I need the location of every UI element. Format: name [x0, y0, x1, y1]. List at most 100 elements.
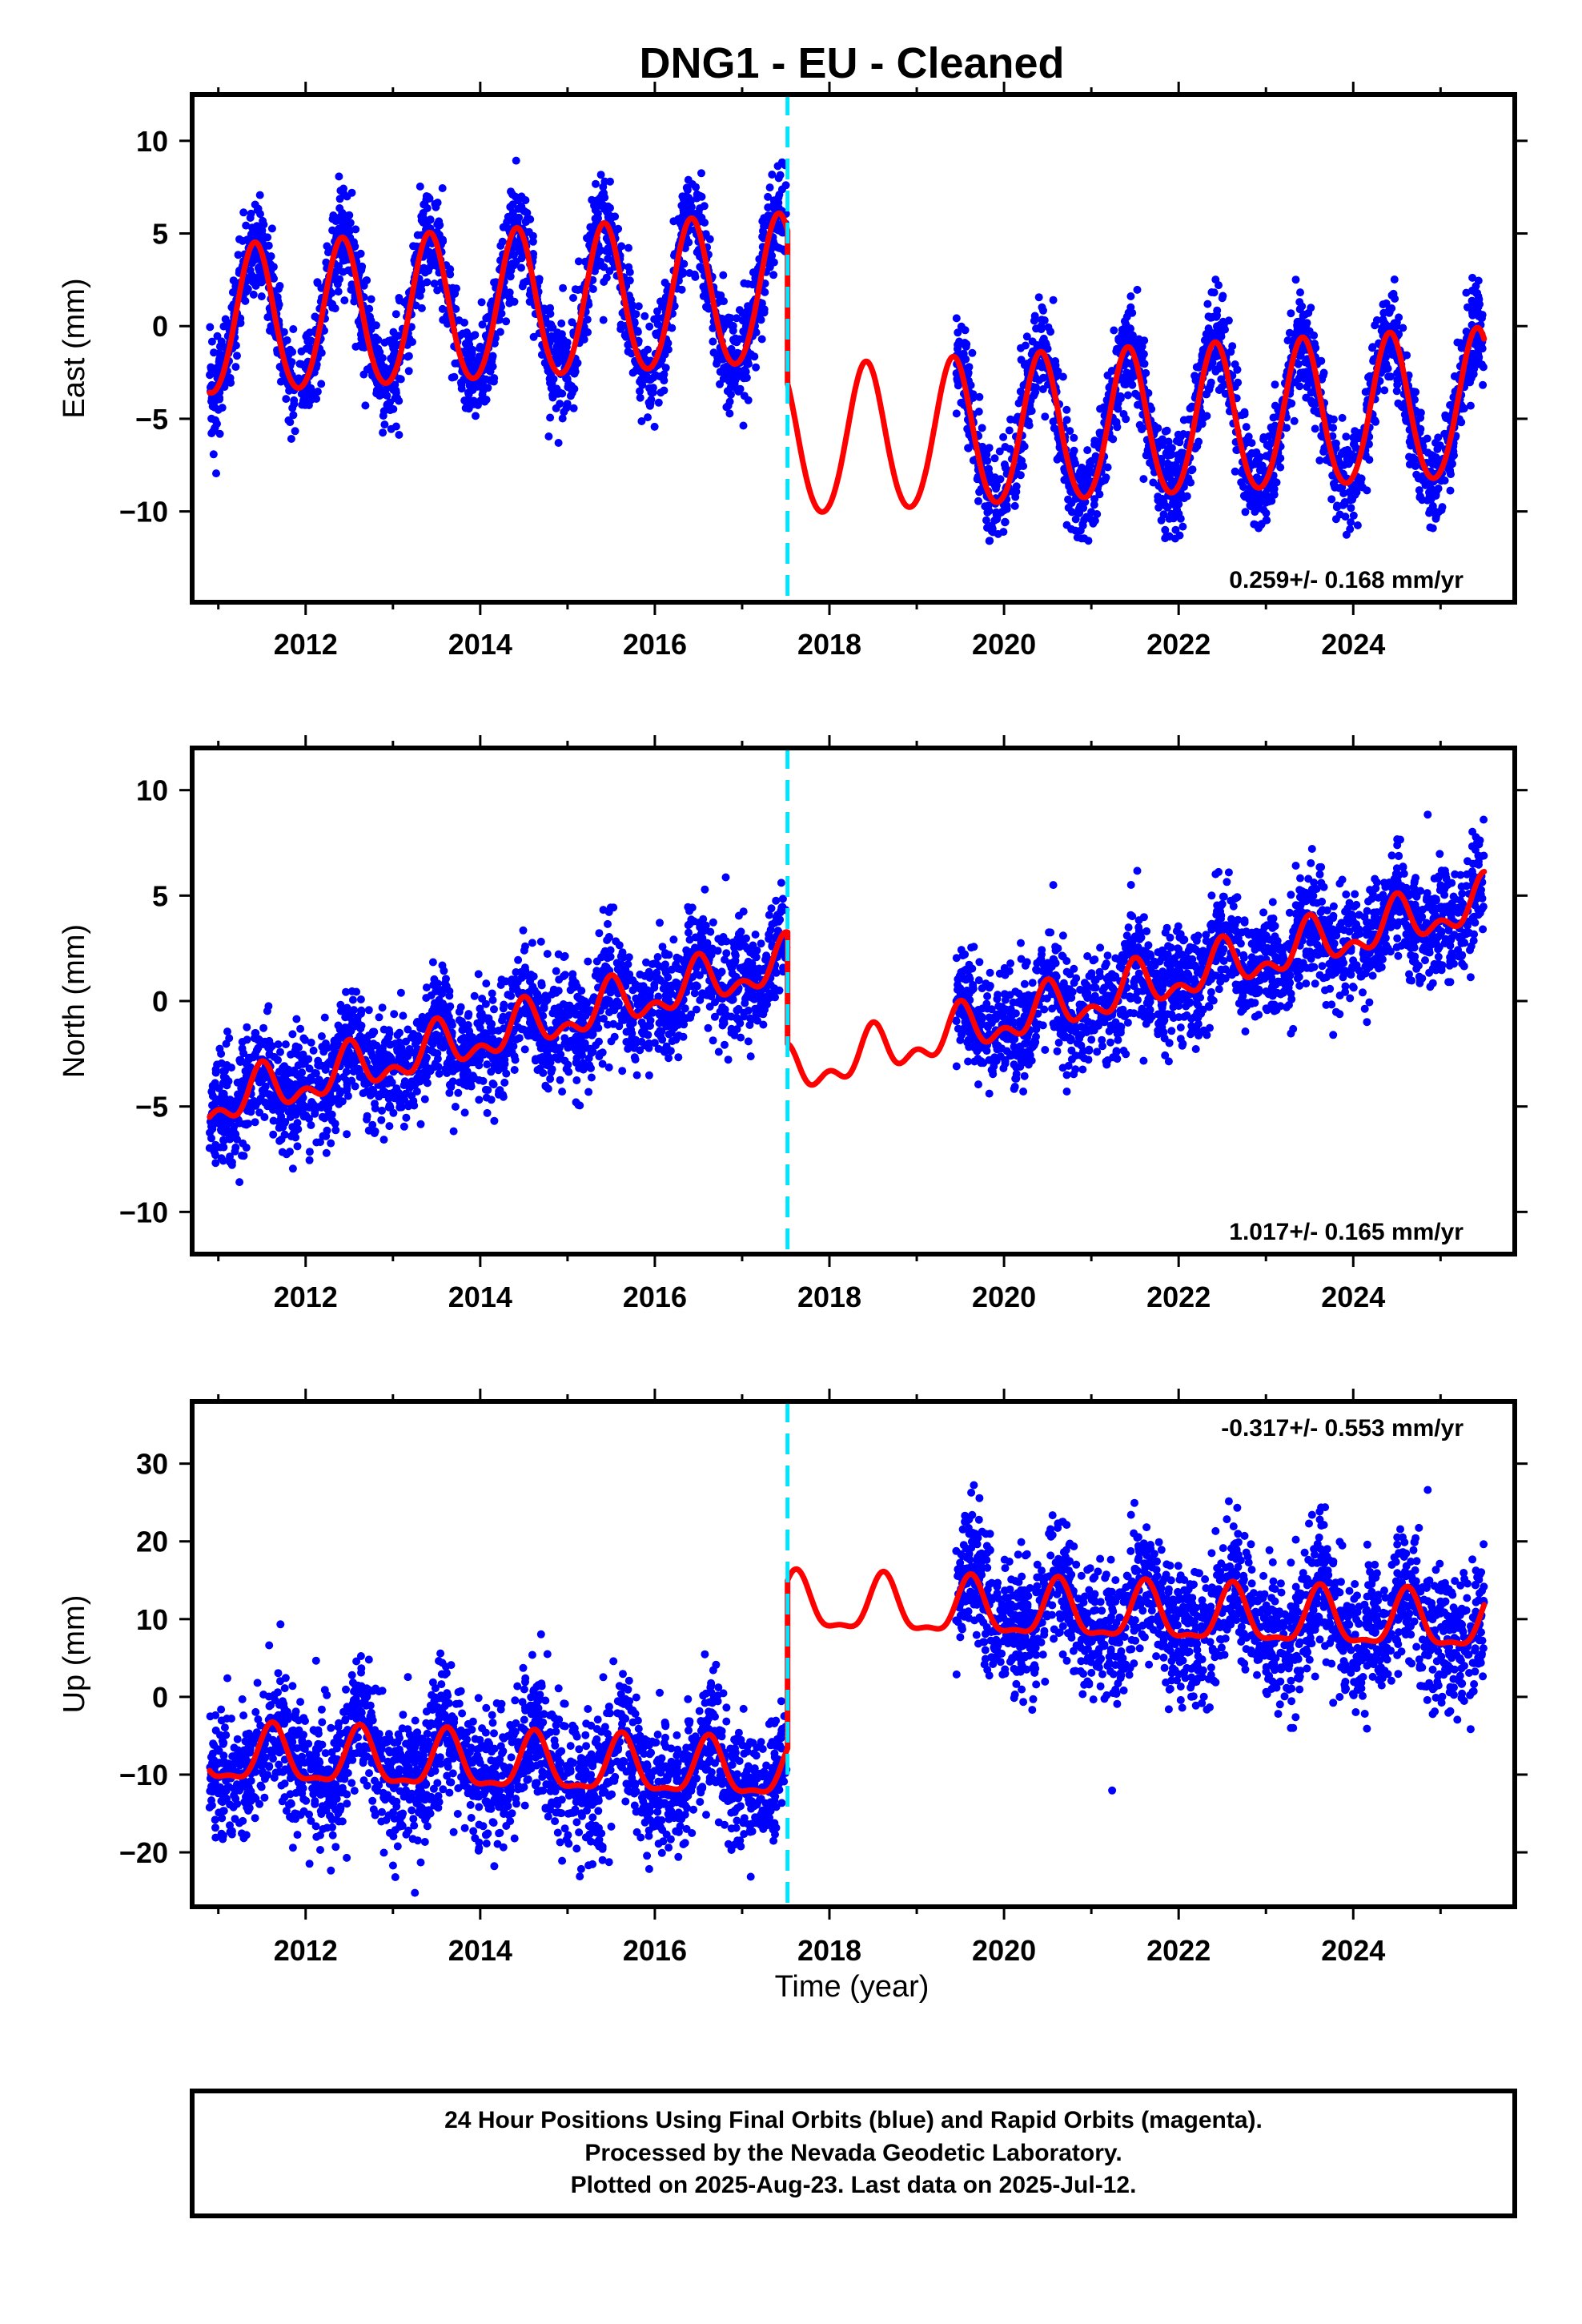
data-point: [1341, 513, 1350, 521]
data-point: [421, 268, 430, 277]
data-point: [471, 331, 480, 340]
data-point: [484, 312, 492, 321]
data-point: [768, 171, 777, 179]
data-point: [375, 348, 384, 356]
data-point: [389, 328, 398, 336]
data-point: [985, 469, 994, 478]
data-point: [1218, 294, 1227, 303]
data-point: [457, 384, 466, 393]
data-point: [1080, 534, 1089, 543]
data-point: [695, 192, 704, 201]
data-point: [692, 981, 701, 990]
data-point: [228, 288, 237, 296]
data-point: [1339, 501, 1347, 509]
data-point: [431, 200, 440, 209]
data-point: [765, 935, 773, 943]
data-point: [729, 326, 737, 335]
data-point: [275, 282, 284, 290]
data-point: [305, 1148, 314, 1156]
data-point: [1349, 511, 1358, 520]
x-tick-label: 2020: [972, 628, 1036, 661]
data-point: [624, 243, 632, 252]
data-point: [1430, 509, 1439, 517]
data-point: [1001, 517, 1010, 526]
data-point: [1412, 470, 1421, 479]
data-point: [390, 335, 399, 344]
data-point: [1479, 363, 1488, 372]
data-point: [656, 297, 665, 306]
data-point: [1112, 419, 1121, 428]
data-point: [1351, 427, 1359, 436]
data-point: [470, 991, 479, 1000]
data-point: [514, 196, 523, 205]
y-tick-label: −10: [119, 496, 168, 529]
data-point: [1342, 432, 1351, 441]
data-point: [1139, 475, 1148, 484]
x-tick-label: 2024: [1321, 628, 1385, 661]
data-point: [1191, 372, 1199, 380]
data-point: [425, 194, 434, 203]
data-point: [1353, 521, 1362, 529]
data-point: [758, 217, 767, 226]
data-point: [1208, 359, 1217, 367]
data-point: [595, 929, 604, 938]
data-point: [1310, 331, 1319, 340]
data-point: [690, 989, 699, 998]
data-point: [1012, 488, 1021, 496]
data-point: [1186, 404, 1195, 412]
data-point: [660, 376, 669, 385]
data-point: [1162, 468, 1170, 476]
data-point: [387, 424, 396, 433]
data-point: [275, 300, 283, 309]
data-point: [335, 172, 343, 181]
data-point: [267, 252, 275, 260]
data-point: [1211, 365, 1220, 374]
data-point: [700, 202, 709, 211]
data-point: [463, 399, 471, 408]
data-point: [588, 285, 597, 293]
data-point: [764, 192, 773, 201]
data-point: [1468, 273, 1477, 282]
data-point: [322, 1148, 331, 1157]
data-point: [600, 177, 609, 186]
data-point: [396, 988, 405, 997]
data-point: [644, 413, 652, 422]
data-point: [446, 270, 455, 279]
data-point: [1390, 275, 1399, 283]
data-point: [1270, 489, 1279, 497]
data-point: [647, 388, 656, 396]
north-panel: 2012 2014 2016 2018 2020 2022 2024−10−50510Nor…: [58, 735, 1528, 1313]
data-point: [640, 312, 649, 320]
data-point: [1102, 473, 1110, 482]
data-point: [1207, 288, 1216, 296]
data-point: [574, 257, 583, 266]
data-point: [289, 411, 298, 420]
data-point: [725, 409, 734, 418]
data-point: [1186, 478, 1195, 487]
data-point: [1133, 285, 1142, 294]
data-point: [1159, 510, 1168, 519]
data-point: [379, 428, 387, 437]
data-point: [266, 326, 274, 335]
data-point: [1049, 296, 1058, 304]
data-point: [1247, 501, 1256, 509]
data-point: [234, 251, 243, 259]
data-point: [1303, 319, 1311, 328]
data-point: [653, 307, 661, 316]
east-panel: 2012 2014 2016 2018 2020 2022 2024−10−50510Eas…: [58, 82, 1528, 661]
data-point: [1371, 321, 1379, 330]
data-point: [552, 384, 561, 393]
data-point: [1211, 275, 1220, 284]
data-point: [968, 348, 977, 357]
data-point: [684, 175, 693, 184]
data-point: [1428, 524, 1437, 533]
data-point: [339, 184, 347, 193]
data-point: [634, 302, 643, 311]
data-point: [426, 215, 435, 224]
data-point: [267, 224, 276, 233]
data-point: [1118, 337, 1126, 346]
data-point: [677, 285, 686, 294]
data-point: [1471, 356, 1480, 364]
data-point: [302, 344, 311, 353]
data-point: [1387, 291, 1396, 300]
